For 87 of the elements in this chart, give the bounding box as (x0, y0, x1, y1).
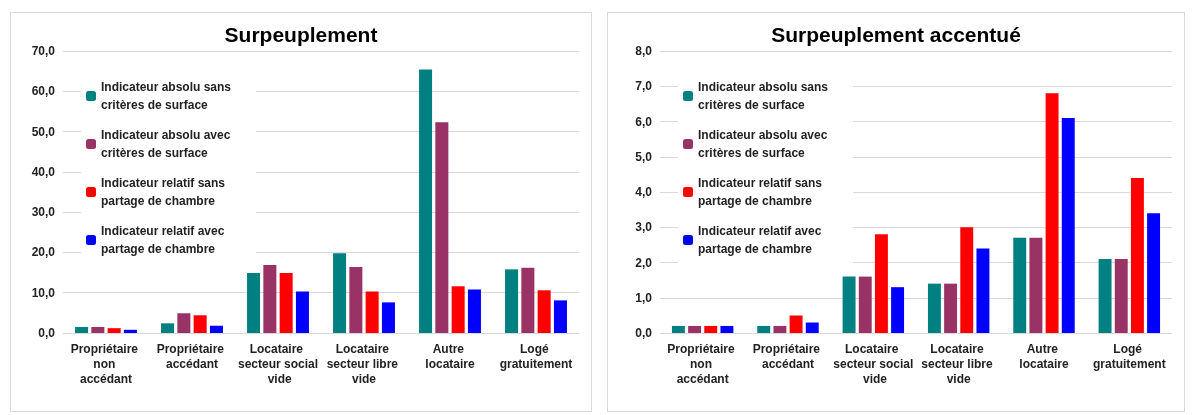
bar (944, 283, 958, 333)
bar (960, 227, 974, 333)
y-tick-label: 0,0 (635, 326, 653, 340)
bar (874, 234, 888, 333)
x-tick-label: Locataire secteur social vide (833, 341, 914, 386)
legend-label: Indicateur relatif sans partage de chambre (101, 176, 229, 208)
y-tick-label: 4,0 (635, 185, 653, 199)
x-tick-label: Propriétaire non accédant (667, 341, 739, 386)
y-tick-label: 5,0 (635, 149, 653, 164)
x-tick-label: Locataire secteur libre vide (921, 341, 997, 386)
bar (279, 272, 293, 333)
bar (107, 328, 121, 333)
bar (75, 326, 89, 333)
bar (537, 290, 551, 333)
legend-label: Indicateur relatif sans partage de chambre (698, 176, 826, 208)
x-tick-label: Locataire secteur social vide (237, 341, 319, 386)
y-tick-label: 10,0 (31, 285, 56, 300)
bar (91, 326, 105, 333)
legend-label: Indicateur absolu avec critères de surface (698, 128, 831, 160)
bar (553, 300, 567, 333)
bar (688, 325, 702, 333)
x-tick-label: Logé gratuitement (1092, 341, 1166, 371)
y-tick-label: 0,0 (38, 326, 56, 340)
bar (757, 325, 771, 333)
bar (1045, 93, 1059, 333)
bar (349, 266, 363, 333)
y-tick-label: 70,0 (31, 44, 56, 58)
y-tick-label: 60,0 (31, 84, 56, 99)
bar (295, 291, 309, 333)
x-tick-label: Propriétaire accédant (156, 341, 228, 371)
chart-title: Surpeuplement (224, 23, 378, 46)
y-tick-label: 1,0 (635, 290, 653, 305)
bar (805, 322, 819, 333)
x-tick-label: Propriétaire accédant (752, 341, 824, 371)
bar (177, 313, 191, 333)
bar (521, 267, 535, 333)
bar (1114, 258, 1128, 333)
bar (381, 302, 395, 333)
bar (1147, 213, 1161, 333)
bar (1130, 177, 1144, 333)
legend-label: Indicateur relatif avec partage de chambre (698, 224, 825, 256)
bar (1098, 258, 1112, 333)
bar (505, 269, 519, 333)
bar (333, 253, 347, 333)
bar (1061, 117, 1075, 333)
bar (976, 248, 990, 333)
y-tick-label: 6,0 (635, 114, 653, 129)
bar (842, 276, 856, 333)
x-tick-label: Logé gratuitement (499, 341, 573, 371)
legend-label: Indicateur absolu sans critères de surface (101, 80, 235, 112)
bar (435, 122, 449, 333)
bar (451, 286, 465, 333)
bar (927, 283, 941, 333)
bar (123, 329, 137, 333)
y-tick-label: 20,0 (31, 245, 56, 260)
bar (789, 315, 803, 333)
bar (1029, 237, 1043, 333)
x-tick-label: Locataire secteur libre vide (326, 341, 402, 386)
bar (247, 272, 261, 333)
y-tick-label: 3,0 (635, 220, 653, 235)
bar (263, 264, 277, 333)
bar (365, 291, 379, 333)
bar (773, 325, 787, 333)
bar (419, 69, 433, 333)
y-tick-label: 7,0 (635, 79, 653, 94)
legend-label: Indicateur relatif avec partage de chambre (101, 224, 228, 256)
bar (671, 325, 685, 333)
bar (1013, 237, 1027, 333)
y-tick-label: 40,0 (31, 164, 56, 179)
y-tick-label: 50,0 (31, 124, 56, 139)
chart-title: Surpeuplement accentué (771, 23, 1021, 46)
y-tick-label: 8,0 (635, 44, 653, 58)
x-tick-label: Autre locataire (425, 341, 476, 371)
x-tick-label: Autre locataire (1019, 341, 1070, 371)
bar (161, 323, 175, 333)
y-tick-label: 30,0 (31, 205, 56, 220)
bar (720, 325, 734, 333)
legend-label: Indicateur absolu avec critères de surface (101, 128, 234, 160)
bar (209, 325, 223, 333)
x-tick-label: Propriétaire non accédant (70, 341, 142, 386)
bar (704, 325, 718, 333)
y-tick-label: 2,0 (635, 255, 653, 270)
legend-label: Indicateur absolu sans critères de surface (698, 80, 832, 112)
bar (891, 287, 905, 333)
bar (858, 276, 872, 333)
bar (193, 315, 207, 333)
bar (467, 289, 481, 333)
